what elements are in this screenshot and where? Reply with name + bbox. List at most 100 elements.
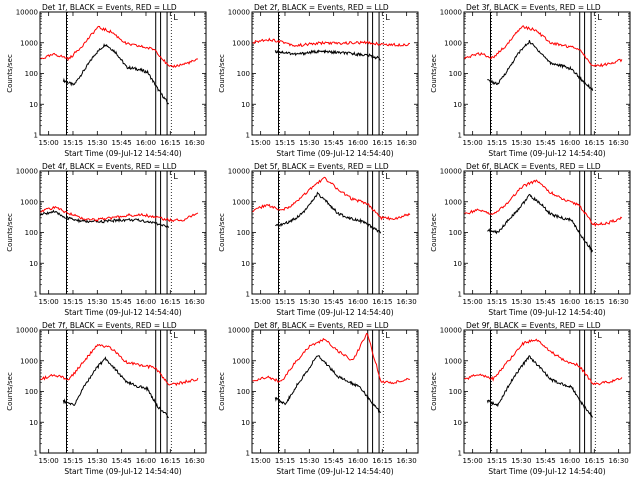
legend-marker-label: L [173,13,178,22]
x-tick-label: 15:15 [487,457,507,465]
x-tick-label: 16:00 [560,298,580,306]
x-tick-label: 16:30 [185,298,205,306]
y-tick-label: 10000 [228,168,250,176]
x-tick-label: 15:15 [63,298,83,306]
x-tick-label: 16:15 [584,298,604,306]
lld-series-line [464,338,623,386]
panel-title: Det 3f, BLACK = Events, RED = LLD [466,3,601,12]
lld-series-line [464,179,623,227]
y-axis-label: Counts/sec [218,372,226,411]
x-tick-label: 15:45 [536,139,556,147]
plot-frame [251,11,419,136]
y-tick-label: 10 [241,101,250,109]
y-axis-label: Counts/sec [6,213,14,252]
y-axis-label: Counts/sec [218,54,226,93]
y-tick-label: 1 [458,132,462,140]
x-tick-label: 15:45 [112,457,132,465]
x-tick-label: 15:00 [39,139,59,147]
panel-6: Det 6f, BLACK = Events, RED = LLD Counts/… [430,162,631,317]
x-axis-label: Start Time (09-Jul-12 14:54:40) [488,308,605,317]
plot-frame [39,11,207,136]
panel-1: Det 1f, BLACK = Events, RED = LLD Counts/… [6,3,207,158]
events-series-line [274,49,381,61]
x-tick-label: 15:30 [299,139,319,147]
lld-series-line [252,332,410,385]
panel-title: Det 8f, BLACK = Events, RED = LLD [254,321,389,330]
y-tick-label: 1 [458,450,462,458]
y-axis-label: Counts/sec [6,372,14,411]
y-tick-label: 100 [449,70,462,78]
y-tick-label: 10000 [440,168,462,176]
y-tick-label: 1000 [232,39,250,47]
x-axis-label: Start Time (09-Jul-12 14:54:40) [488,467,605,476]
y-tick-label: 1 [458,291,462,299]
panel-5: Det 5f, BLACK = Events, RED = LLD Counts/… [218,162,419,317]
x-tick-label: 15:30 [87,139,107,147]
events-series-line [487,193,594,253]
y-tick-label: 10000 [440,327,462,335]
y-tick-label: 10000 [228,327,250,335]
x-tick-label: 16:30 [609,298,629,306]
y-tick-label: 1000 [20,39,38,47]
x-tick-label: 16:00 [560,457,580,465]
events-series-line [62,43,170,105]
legend-marker-label: L [597,331,602,340]
events-series-line [487,40,594,91]
y-tick-label: 10000 [16,168,38,176]
x-axis-label: Start Time (09-Jul-12 14:54:40) [276,467,393,476]
x-tick-label: 15:00 [251,298,271,306]
x-tick-label: 16:30 [185,139,205,147]
legend-marker-label: L [385,172,390,181]
y-tick-label: 10 [29,101,38,109]
x-axis-label: Start Time (09-Jul-12 14:54:40) [488,149,605,158]
x-tick-label: 15:00 [463,139,483,147]
y-tick-label: 100 [237,229,250,237]
y-axis-label: Counts/sec [430,54,438,93]
x-tick-label: 16:30 [397,139,417,147]
y-axis-label: Counts/sec [218,213,226,252]
lld-series-line [252,176,411,221]
legend-marker-label: L [385,331,390,340]
x-tick-label: 16:30 [609,139,629,147]
y-tick-label: 1000 [444,357,462,365]
panel-9: Det 9f, BLACK = Events, RED = LLD Counts/… [430,321,631,476]
y-tick-label: 1000 [232,198,250,206]
panel-8: Det 8f, BLACK = Events, RED = LLD Counts/… [218,321,419,476]
x-tick-label: 15:00 [39,457,59,465]
x-tick-label: 15:30 [299,298,319,306]
x-tick-label: 15:15 [275,139,295,147]
y-tick-label: 1000 [444,39,462,47]
events-series-line [486,355,594,418]
x-tick-label: 15:30 [511,139,531,147]
panel-title: Det 5f, BLACK = Events, RED = LLD [254,162,389,171]
y-axis-label: Counts/sec [430,213,438,252]
y-tick-label: 10 [29,419,38,427]
y-tick-label: 100 [237,70,250,78]
x-tick-label: 15:15 [275,298,295,306]
x-tick-label: 16:30 [185,457,205,465]
x-tick-label: 15:30 [511,298,531,306]
x-tick-label: 16:15 [584,457,604,465]
y-tick-label: 100 [449,229,462,237]
x-axis-label: Start Time (09-Jul-12 14:54:40) [276,149,393,158]
x-tick-label: 16:30 [397,457,417,465]
y-tick-label: 1 [246,450,250,458]
x-tick-label: 15:45 [324,457,344,465]
y-tick-label: 10000 [16,327,38,335]
y-tick-label: 10 [453,260,462,268]
x-tick-label: 16:00 [136,139,156,147]
y-tick-label: 1000 [444,198,462,206]
y-tick-label: 100 [25,229,38,237]
x-axis-label: Start Time (09-Jul-12 14:54:40) [64,308,181,317]
x-tick-label: 15:45 [324,298,344,306]
legend-marker-label: L [597,172,602,181]
y-tick-label: 1000 [20,198,38,206]
x-tick-label: 16:00 [348,139,368,147]
x-tick-label: 15:30 [87,457,107,465]
x-tick-label: 16:00 [560,139,580,147]
panel-title: Det 7f, BLACK = Events, RED = LLD [42,321,177,330]
x-tick-label: 15:30 [87,298,107,306]
y-tick-label: 100 [237,388,250,396]
x-tick-label: 15:15 [63,139,83,147]
plot-frame [39,170,207,295]
